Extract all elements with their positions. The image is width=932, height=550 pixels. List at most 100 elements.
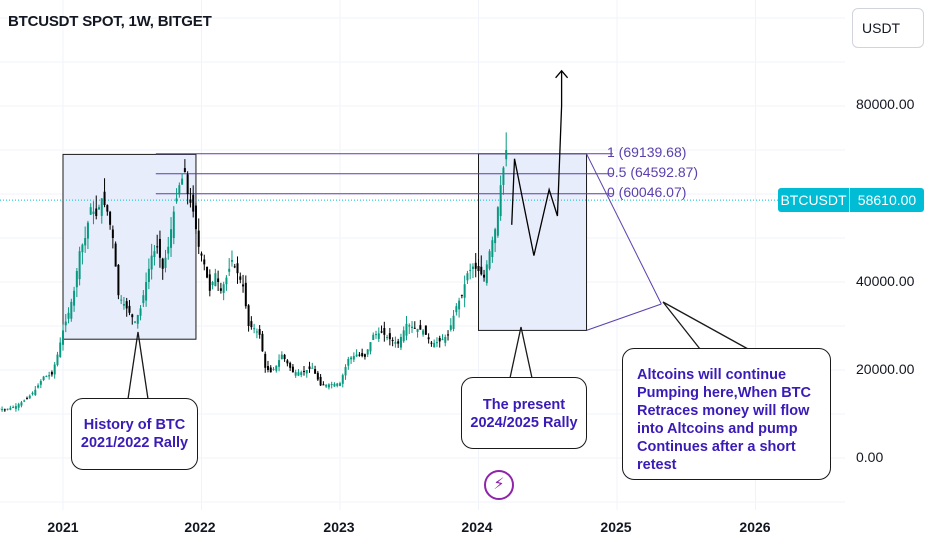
candle-body xyxy=(499,185,502,217)
fib-label-0-5: 0.5 (64592.87) xyxy=(607,164,699,180)
candle-body xyxy=(502,167,505,185)
candle-body xyxy=(308,366,311,369)
candle-body xyxy=(78,251,81,280)
chart-title: BTCUSDT SPOT, 1W, BITGET xyxy=(8,13,212,30)
connector-line xyxy=(586,303,662,331)
candle-body xyxy=(419,325,422,330)
candle-body xyxy=(247,305,250,326)
candle-body xyxy=(413,327,416,329)
candle-body xyxy=(250,321,253,328)
candle-body xyxy=(380,331,383,333)
candle-body xyxy=(117,264,120,296)
candle-body xyxy=(358,354,361,356)
candle-body xyxy=(200,253,203,256)
candle-body xyxy=(286,360,289,364)
candle-body xyxy=(344,367,347,376)
candle-body xyxy=(463,284,466,298)
candle-body xyxy=(319,376,322,386)
candle-body xyxy=(275,365,278,371)
candle-body xyxy=(34,389,37,396)
candle-body xyxy=(477,266,480,271)
candle-body xyxy=(95,208,98,216)
candle-body xyxy=(106,205,109,212)
candle-body xyxy=(128,305,131,313)
candle-body xyxy=(491,240,494,257)
price-tag-value: 58610.00 xyxy=(857,192,917,208)
candle-body xyxy=(383,328,386,335)
candle-body xyxy=(361,353,364,357)
candle-body xyxy=(316,372,319,380)
history-callout[interactable]: History of BTC 2021/2022 Rally xyxy=(71,398,198,470)
candle-body xyxy=(214,273,217,287)
candle-body xyxy=(150,255,153,270)
candle-body xyxy=(153,251,156,257)
candle-body xyxy=(336,383,339,386)
candle-body xyxy=(455,306,458,313)
connector-line xyxy=(586,153,662,305)
y-tick-label: 0.00 xyxy=(856,449,884,465)
candle-body xyxy=(488,251,491,269)
candle-body xyxy=(172,211,175,239)
candle-body xyxy=(377,333,380,339)
candle-body xyxy=(266,366,269,370)
candle-body xyxy=(408,325,411,327)
candle-body xyxy=(92,211,95,215)
candle-body xyxy=(75,271,78,288)
price-tag-symbol: BTCUSDT xyxy=(778,188,850,212)
callout-line: History of BTC xyxy=(83,417,186,433)
candle-body xyxy=(405,323,408,336)
callout-line: 2024/2025 Rally xyxy=(470,415,578,431)
candle-body xyxy=(6,408,9,410)
candle-body xyxy=(81,244,84,253)
altcoins-callout[interactable]: Altcoins will continue Pumping here,When… xyxy=(622,348,831,480)
callout-line: Retraces money will flow xyxy=(637,403,810,419)
candles xyxy=(0,132,508,412)
candle-body xyxy=(84,238,87,246)
candle-body xyxy=(219,288,222,291)
candle-body xyxy=(441,339,444,341)
history-pointer xyxy=(127,331,149,400)
candle-body xyxy=(297,372,300,376)
lightning-icon[interactable]: ⚡ xyxy=(484,470,514,500)
candle-body xyxy=(189,199,192,203)
candle-body xyxy=(402,330,405,342)
projection-path xyxy=(511,70,563,256)
callout-line: Altcoins will continue xyxy=(637,367,787,383)
candle-body xyxy=(474,262,477,269)
drawings xyxy=(127,69,749,400)
x-tick-label: 2021 xyxy=(47,519,79,535)
candle-body xyxy=(341,375,344,384)
candle-body xyxy=(217,278,220,282)
candle-body xyxy=(111,229,114,238)
candle-body xyxy=(311,367,314,369)
candle-body xyxy=(447,334,450,336)
candle-body xyxy=(67,312,70,319)
currency-button[interactable]: USDT xyxy=(852,8,924,48)
candle-body xyxy=(430,342,433,344)
candle-body xyxy=(399,337,402,348)
candle-body xyxy=(167,246,170,254)
callout-line: into Altcoins and pump xyxy=(637,421,798,437)
candle-body xyxy=(192,194,195,212)
candle-body xyxy=(45,375,48,377)
present-callout[interactable]: The present 2024/2025 Rally xyxy=(461,377,587,449)
candle-body xyxy=(449,325,452,330)
candle-body xyxy=(178,185,181,195)
annotation-boxes xyxy=(62,153,588,340)
candle-body xyxy=(397,341,400,344)
candle-body xyxy=(352,356,355,360)
candle-body xyxy=(302,371,305,373)
candle-body xyxy=(253,328,256,330)
candle-body xyxy=(494,229,497,244)
candle-body xyxy=(230,260,233,262)
callout-line: 2021/2022 Rally xyxy=(80,435,189,451)
candle-body xyxy=(375,334,378,336)
candle-body xyxy=(391,340,394,342)
fib-label-0: 0 (60046.07) xyxy=(607,184,687,200)
candle-body xyxy=(136,315,139,324)
candle-body xyxy=(64,321,67,326)
candle-body xyxy=(469,269,472,271)
candle-body xyxy=(239,276,242,280)
x-tick-label: 2024 xyxy=(461,519,493,535)
